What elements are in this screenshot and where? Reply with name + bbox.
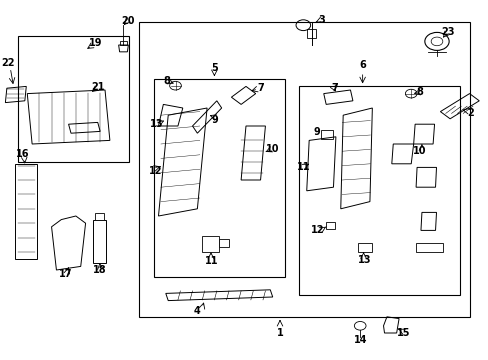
Text: 17: 17: [59, 269, 73, 279]
Text: 7: 7: [257, 83, 264, 93]
Text: 12: 12: [149, 166, 163, 176]
Bar: [202, 236, 219, 252]
Bar: [299, 86, 459, 295]
Text: 7: 7: [331, 83, 338, 93]
Text: 10: 10: [412, 146, 426, 156]
Text: 10: 10: [265, 144, 279, 154]
Text: 4: 4: [194, 306, 201, 316]
Text: 23: 23: [440, 27, 453, 37]
Text: 1: 1: [276, 328, 283, 338]
Bar: [306, 29, 316, 38]
Text: 13: 13: [358, 255, 371, 265]
Text: 5: 5: [211, 63, 217, 73]
Bar: [139, 22, 468, 317]
Bar: [321, 130, 333, 139]
Text: 18: 18: [93, 265, 107, 275]
Bar: [325, 222, 334, 229]
Text: 14: 14: [353, 335, 366, 345]
Bar: [357, 243, 371, 252]
Text: 16: 16: [16, 149, 29, 159]
Bar: [95, 213, 104, 220]
Text: 11: 11: [205, 256, 218, 266]
Bar: [93, 220, 106, 263]
Text: 8: 8: [163, 76, 170, 86]
Text: 9: 9: [312, 127, 319, 138]
Text: 9: 9: [211, 114, 217, 125]
Text: 22: 22: [1, 58, 15, 68]
Bar: [120, 41, 127, 45]
Bar: [415, 243, 442, 252]
Bar: [219, 239, 228, 247]
Text: 8: 8: [416, 87, 423, 97]
Text: 3: 3: [317, 15, 324, 25]
Text: 15: 15: [396, 328, 410, 338]
Text: 12: 12: [310, 225, 324, 235]
Bar: [153, 79, 285, 277]
Bar: [18, 36, 129, 162]
Text: 21: 21: [91, 82, 104, 92]
Text: 6: 6: [359, 60, 365, 70]
Text: 20: 20: [122, 16, 135, 26]
Text: 19: 19: [88, 38, 102, 48]
Text: 13: 13: [149, 119, 163, 129]
Text: 2: 2: [466, 108, 473, 118]
Text: 11: 11: [296, 162, 309, 172]
